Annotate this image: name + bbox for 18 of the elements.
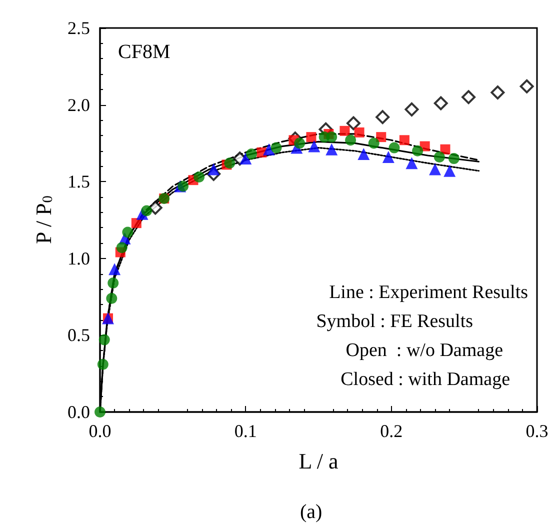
x-tick-label: 0.1 bbox=[234, 421, 257, 441]
x-tick-label: 0.0 bbox=[88, 421, 112, 441]
y-tick-label: 1.5 bbox=[68, 172, 90, 192]
annotation: CF8M bbox=[118, 41, 170, 63]
annotation: Closed : with Damage bbox=[340, 369, 510, 390]
y-tick-label: 0.0 bbox=[68, 402, 90, 422]
y-tick-label: 2.0 bbox=[68, 94, 90, 115]
annotation: Symbol : FE Results bbox=[316, 311, 473, 332]
annotation: Open : w/o Damage bbox=[346, 340, 503, 361]
annotation: Line : Experiment Results bbox=[329, 282, 528, 303]
x-tick-label: 0.3 bbox=[526, 421, 548, 441]
x-tick-label: 0.2 bbox=[380, 421, 403, 441]
y-tick-label: 0.5 bbox=[68, 325, 90, 346]
y-tick-label: 1.0 bbox=[68, 248, 90, 268]
text: (a) bbox=[300, 501, 322, 523]
y-axis-title: P / P0 bbox=[31, 196, 56, 244]
x-axis-title: L / a bbox=[298, 448, 338, 474]
y-tick-label: 2.5 bbox=[68, 18, 90, 38]
